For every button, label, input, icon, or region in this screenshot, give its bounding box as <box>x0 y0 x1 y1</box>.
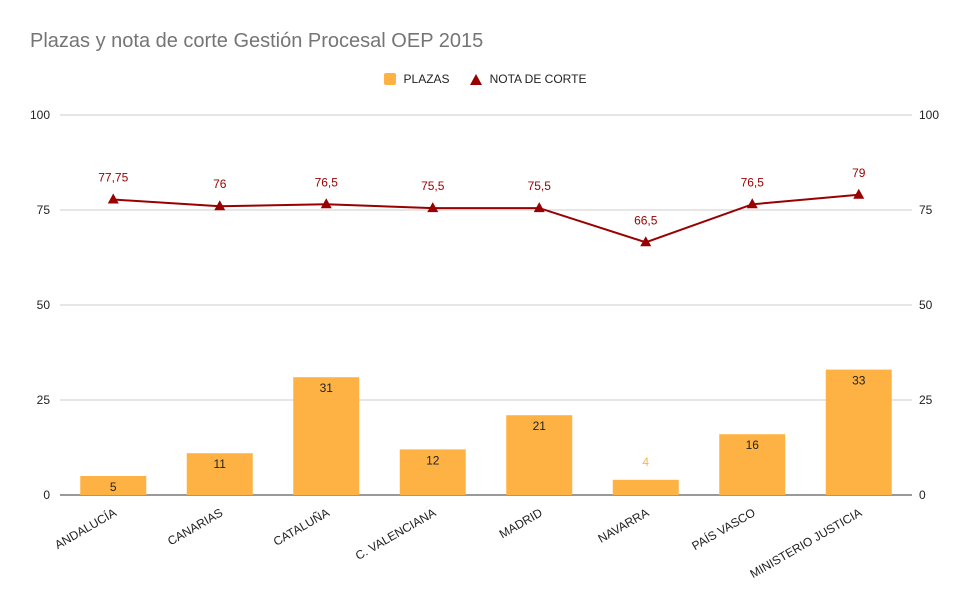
legend-swatch-plazas <box>383 73 396 85</box>
triangle-marker <box>427 202 439 213</box>
line-label: 75,5 <box>528 179 552 193</box>
category-label: CATALUÑA <box>271 505 332 548</box>
bar <box>612 479 679 495</box>
bar <box>399 449 466 495</box>
category-label: C. VALENCIANA <box>353 505 438 562</box>
category-label: ANDALUCÍA <box>52 505 119 552</box>
line-label: 76,5 <box>741 175 765 189</box>
triangle-marker <box>214 200 226 211</box>
bar <box>293 377 360 495</box>
bar <box>80 476 147 495</box>
y-tick-left: 25 <box>37 393 51 407</box>
y-tick-right: 25 <box>919 393 933 407</box>
bar <box>506 415 573 495</box>
triangle-marker <box>320 198 332 209</box>
line-label: 79 <box>852 166 866 180</box>
bar-label: 12 <box>426 453 440 467</box>
line-label: 76 <box>213 177 227 191</box>
bar-label: 16 <box>746 438 760 452</box>
y-tick-right: 50 <box>919 298 933 312</box>
bar-label: 11 <box>214 457 227 471</box>
category-label: PAÍS VASCO <box>689 505 758 553</box>
y-tick-left: 0 <box>43 488 50 502</box>
triangle-marker <box>853 188 865 199</box>
triangle-marker <box>746 198 758 209</box>
y-tick-left: 50 <box>37 298 51 312</box>
line-label: 77,75 <box>98 171 128 185</box>
triangle-marker <box>533 202 545 213</box>
line-label: 76,5 <box>315 175 339 189</box>
legend-label-plazas: PLAZAS <box>403 72 450 86</box>
y-tick-left: 100 <box>30 108 50 122</box>
bar-label: 33 <box>852 374 866 388</box>
category-label: MINISTERIO JUSTICIA <box>748 505 865 580</box>
line-label: 75,5 <box>421 179 445 193</box>
bar-label: 21 <box>533 419 547 433</box>
line-label: 66,5 <box>634 213 658 227</box>
bar <box>825 369 892 495</box>
y-tick-right: 75 <box>919 203 933 217</box>
triangle-marker <box>640 236 652 247</box>
y-tick-left: 75 <box>37 203 51 217</box>
legend-item-nota[interactable]: NOTA DE CORTE <box>469 72 587 86</box>
legend: PLAZAS NOTA DE CORTE <box>0 72 970 86</box>
legend-label-nota: NOTA DE CORTE <box>489 72 587 86</box>
chart-title: Plazas y nota de corte Gestión Procesal … <box>30 30 484 52</box>
bar-label: 5 <box>110 480 117 494</box>
category-label: CANARIAS <box>165 505 225 548</box>
bar-label: 4 <box>642 455 649 469</box>
series-line <box>113 193 859 244</box>
category-label: MADRID <box>497 505 545 541</box>
bar-label: 31 <box>320 381 334 395</box>
legend-item-plazas[interactable]: PLAZAS <box>383 72 450 86</box>
bar <box>719 434 786 495</box>
triangle-marker <box>107 193 119 204</box>
bar <box>186 453 253 495</box>
category-label: NAVARRA <box>596 505 652 545</box>
y-tick-right: 100 <box>919 108 939 122</box>
y-tick-right: 0 <box>919 488 926 502</box>
triangle-icon <box>469 73 482 85</box>
